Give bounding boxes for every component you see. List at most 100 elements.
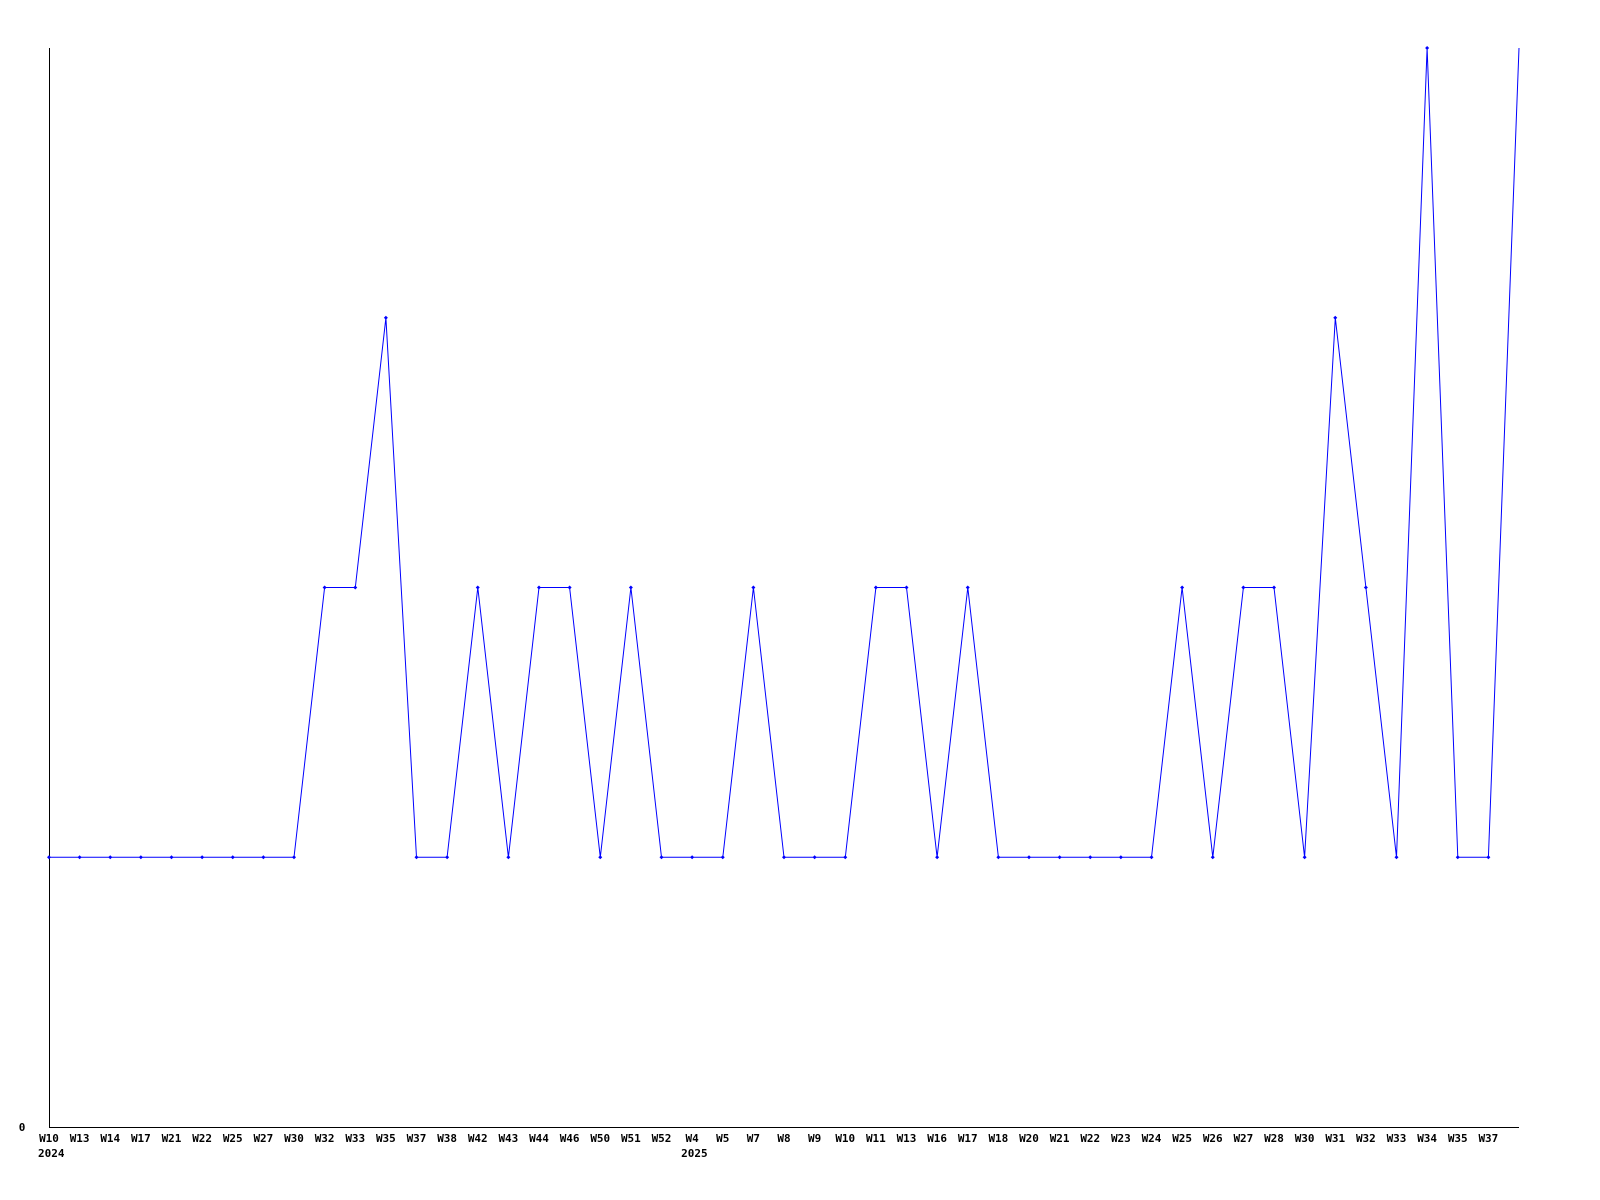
x-tick-label: W14 — [100, 1132, 120, 1145]
x-tick-label: W43 — [498, 1132, 518, 1145]
data-point — [475, 585, 480, 590]
x-tick-label: W28 — [1264, 1132, 1284, 1145]
x-tick-label: W22 — [1080, 1132, 1100, 1145]
x-tick-label: W27 — [253, 1132, 273, 1145]
data-point — [1210, 855, 1215, 860]
data-point — [1486, 855, 1491, 860]
data-point — [108, 855, 113, 860]
data-point — [445, 855, 450, 860]
data-point — [353, 585, 358, 590]
x-tick-label: W42 — [468, 1132, 488, 1145]
x-tick-label: W38 — [437, 1132, 457, 1145]
x-tick-label: W17 — [958, 1132, 978, 1145]
data-point — [506, 855, 511, 860]
data-point — [322, 585, 327, 590]
data-point — [843, 855, 848, 860]
x-tick-label: W44 — [529, 1132, 549, 1145]
x-tick-label: W7 — [747, 1132, 760, 1145]
x-tick-label: W13 — [70, 1132, 90, 1145]
x-tick-label: W37 — [1478, 1132, 1498, 1145]
x-tick-label: W35 — [376, 1132, 396, 1145]
x-tick-label: W10 — [835, 1132, 855, 1145]
x-tick-label: W31 — [1325, 1132, 1345, 1145]
x-tick-label: W18 — [988, 1132, 1008, 1145]
data-point — [873, 585, 878, 590]
data-point — [782, 855, 786, 860]
data-point — [1333, 315, 1338, 320]
x-tick-label: W17 — [131, 1132, 151, 1145]
data-point — [138, 855, 143, 860]
x-tick-label: W32 — [315, 1132, 335, 1145]
data-point — [1302, 855, 1307, 860]
data-point — [200, 855, 205, 860]
data-point — [996, 855, 1001, 860]
x-tick-label: W10 — [39, 1132, 59, 1145]
data-point — [812, 855, 817, 860]
data-point — [1149, 855, 1154, 860]
x-tick-label: W24 — [1142, 1132, 1162, 1145]
data-point — [659, 855, 664, 860]
x-tick-label: W26 — [1203, 1132, 1223, 1145]
data-point — [1027, 855, 1031, 860]
data-point — [567, 585, 572, 590]
data-point — [1455, 855, 1460, 860]
x-tick-label: W34 — [1417, 1132, 1437, 1145]
x-tick-label: W11 — [866, 1132, 886, 1145]
data-point — [1394, 855, 1399, 860]
data-point — [1180, 585, 1185, 590]
data-point — [965, 585, 970, 590]
data-point — [169, 855, 174, 860]
data-point — [720, 855, 725, 860]
x-tick-label: W21 — [162, 1132, 182, 1145]
x-tick-label: W20 — [1019, 1132, 1039, 1145]
x-tick-label: W25 — [223, 1132, 243, 1145]
x-tick-label: W37 — [407, 1132, 427, 1145]
data-point — [1118, 855, 1123, 860]
x-tick-label: W30 — [1295, 1132, 1315, 1145]
series-line — [49, 47, 1520, 858]
x-tick-label: W23 — [1111, 1132, 1131, 1145]
x-tick-label: W25 — [1172, 1132, 1192, 1145]
x-tick-label: W46 — [560, 1132, 580, 1145]
data-point — [1088, 855, 1093, 860]
data-point — [414, 855, 419, 860]
data-point — [1272, 585, 1276, 590]
data-point — [1425, 46, 1430, 50]
data-point — [537, 585, 541, 590]
data-point — [261, 855, 266, 860]
x-tick-label: W30 — [284, 1132, 304, 1145]
year-label: 2025 — [681, 1147, 708, 1160]
x-tick-label: W51 — [621, 1132, 641, 1145]
x-tick-label: W33 — [1387, 1132, 1407, 1145]
data-point — [690, 855, 695, 860]
x-tick-label: W52 — [652, 1132, 672, 1145]
x-tick-label: W50 — [590, 1132, 610, 1145]
x-tick-label: W21 — [1050, 1132, 1070, 1145]
x-tick-label: W13 — [897, 1132, 917, 1145]
x-tick-label: W8 — [777, 1132, 790, 1145]
data-point — [598, 855, 603, 860]
x-tick-label: W9 — [808, 1132, 821, 1145]
data-point — [1057, 855, 1062, 860]
year-label: 2024 — [38, 1147, 65, 1160]
data-point — [935, 855, 940, 860]
data-point — [383, 315, 388, 320]
data-point — [77, 855, 82, 860]
x-tick-label: W27 — [1233, 1132, 1253, 1145]
data-point — [1363, 585, 1368, 590]
x-tick-label: W22 — [192, 1132, 212, 1145]
data-point — [628, 585, 633, 590]
x-tick-label: W5 — [716, 1132, 729, 1145]
x-tick-label: W16 — [927, 1132, 947, 1145]
data-point — [904, 585, 909, 590]
y-tick-label: 0 — [19, 1121, 26, 1134]
data-point — [230, 855, 235, 860]
data-point — [292, 855, 296, 860]
data-point — [47, 855, 51, 860]
x-tick-label: W35 — [1448, 1132, 1468, 1145]
data-point — [751, 585, 756, 590]
x-tick-label: W4 — [686, 1132, 700, 1145]
data-point — [1241, 585, 1246, 590]
x-tick-label: W32 — [1356, 1132, 1376, 1145]
